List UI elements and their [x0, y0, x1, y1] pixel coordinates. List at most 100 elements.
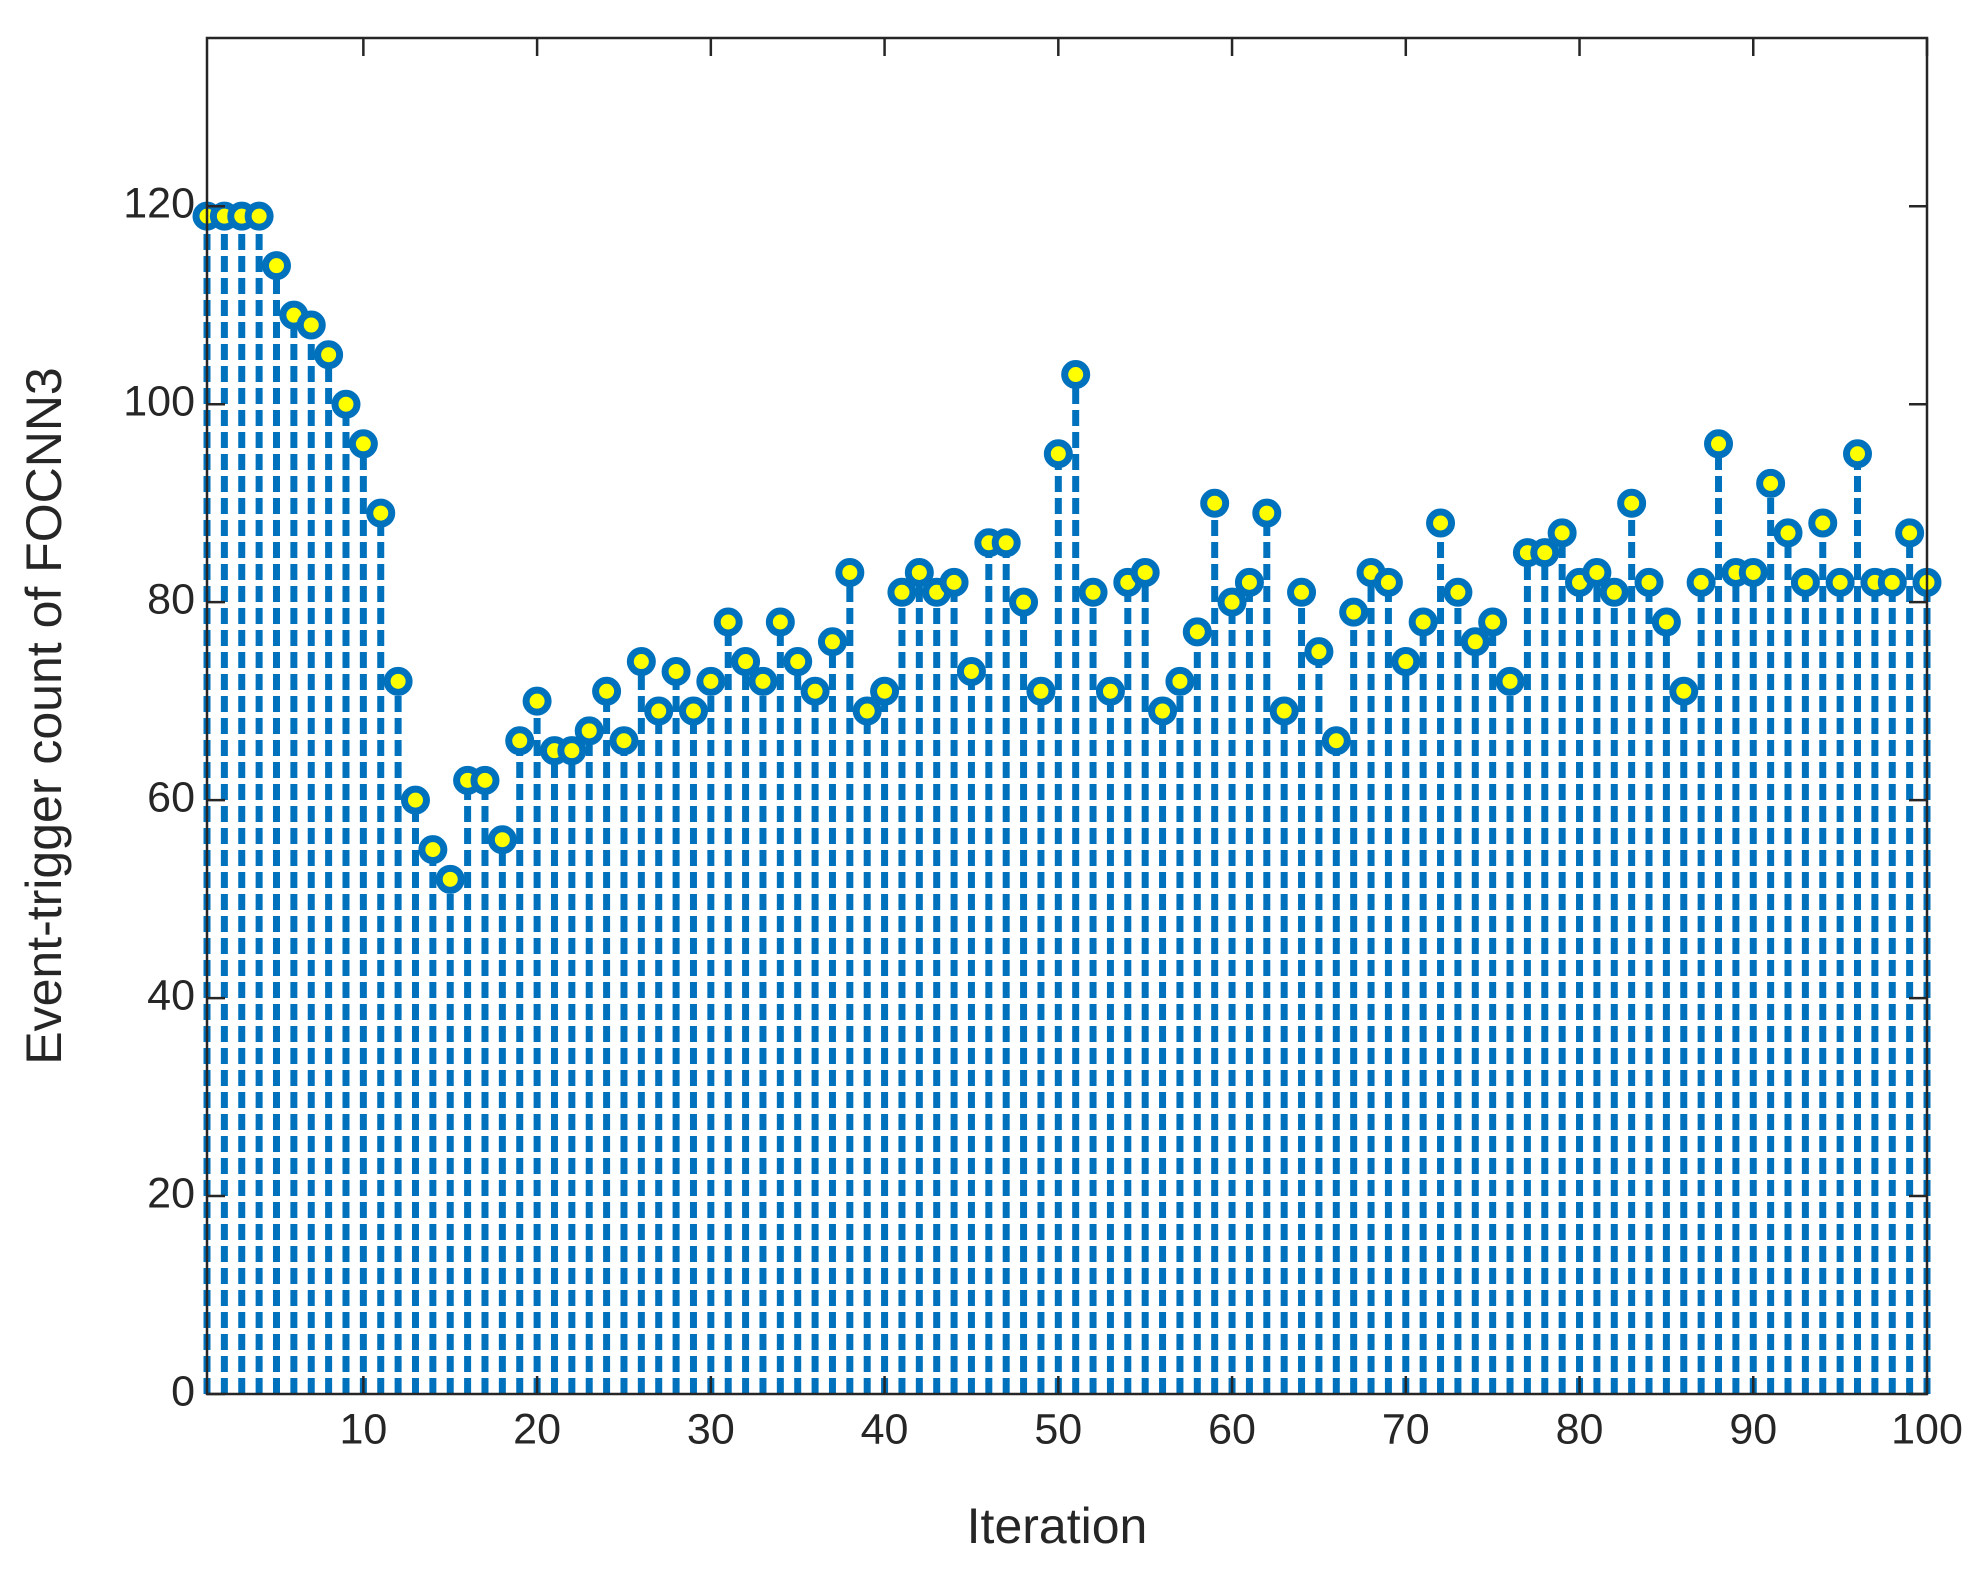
stem-marker	[1009, 587, 1039, 617]
stem-marker	[1373, 567, 1403, 597]
stem-marker	[626, 647, 656, 677]
plot-frame	[205, 36, 1929, 1396]
stem-marker	[1217, 587, 1247, 617]
stem-marker	[991, 528, 1021, 558]
stem-marker	[383, 666, 413, 696]
stem-marker	[1686, 567, 1716, 597]
stem-marker	[800, 676, 830, 706]
stem-marker	[956, 656, 986, 686]
y-tick-label: 20	[147, 1169, 195, 1217]
stem-marker	[1148, 696, 1178, 726]
stem-marker	[1669, 676, 1699, 706]
stem-marker	[1061, 360, 1091, 390]
stem-marker	[904, 557, 934, 587]
stem-marker	[522, 686, 552, 716]
stem-marker	[244, 201, 274, 231]
stem-marker	[470, 765, 500, 795]
stem-marker	[661, 656, 691, 686]
stem-marker	[696, 666, 726, 696]
stem-marker	[887, 577, 917, 607]
stem-marker	[1443, 577, 1473, 607]
stem-marker	[314, 340, 344, 370]
stem-marker	[592, 676, 622, 706]
stem-marker	[1738, 557, 1768, 587]
stem-marker	[817, 627, 847, 657]
stem-marker	[366, 498, 396, 528]
stem-marker	[1651, 607, 1681, 637]
stem-marker	[713, 607, 743, 637]
stem-marker	[1599, 577, 1629, 607]
stem-marker	[1339, 597, 1369, 627]
y-tick-label: 120	[123, 180, 195, 228]
stem-marker	[1200, 488, 1230, 518]
stem-marker	[1130, 557, 1160, 587]
stem-marker	[870, 676, 900, 706]
stem-marker	[1182, 617, 1212, 647]
x-tick-label: 50	[1034, 1405, 1082, 1453]
x-tick-label: 40	[861, 1405, 909, 1453]
stem-marker	[1825, 567, 1855, 597]
stem-marker	[1321, 726, 1351, 756]
stem-marker	[731, 647, 761, 677]
stem-marker	[1165, 666, 1195, 696]
x-tick-label: 60	[1208, 1405, 1256, 1453]
stem-marker	[487, 825, 517, 855]
stem-marker	[783, 647, 813, 677]
stem-marker	[1408, 607, 1438, 637]
stem-marker	[1234, 567, 1264, 597]
stem-marker	[296, 310, 326, 340]
stem-marker	[1530, 538, 1560, 568]
stem-marker	[1634, 567, 1664, 597]
x-tick-label: 90	[1729, 1405, 1777, 1453]
stem-marker	[609, 726, 639, 756]
stem-marker	[939, 567, 969, 597]
y-tick-label: 0	[171, 1367, 195, 1415]
stem-marker	[435, 864, 465, 894]
stem-marker	[1895, 518, 1925, 548]
y-axis-label: Event-trigger count of FOCNN3	[16, 367, 72, 1065]
x-tick-label: 30	[687, 1405, 735, 1453]
stem-marker	[1790, 567, 1820, 597]
stem-marker	[765, 607, 795, 637]
stem-marker	[574, 716, 604, 746]
y-tick-label: 60	[147, 773, 195, 821]
stem-marker	[1460, 627, 1490, 657]
stem-marker	[852, 696, 882, 726]
x-tick-label: 100	[1891, 1405, 1963, 1453]
stem-marker	[348, 429, 378, 459]
stem-marker	[1843, 439, 1873, 469]
stem-marker	[1704, 429, 1734, 459]
stem-marker	[400, 785, 430, 815]
stem-marker	[1582, 557, 1612, 587]
stem-marker	[1808, 508, 1838, 538]
x-tick-label: 10	[339, 1405, 387, 1453]
stem-marker	[1773, 518, 1803, 548]
y-tick-label: 40	[147, 971, 195, 1019]
y-tick-label: 80	[147, 576, 195, 624]
stem-marker	[557, 736, 587, 766]
x-tick-label: 70	[1382, 1405, 1430, 1453]
stem-marker	[1756, 468, 1786, 498]
stem-marker	[678, 696, 708, 726]
stem-marker	[1252, 498, 1282, 528]
stem-marker	[835, 557, 865, 587]
stem-marker	[418, 835, 448, 865]
x-tick-label: 80	[1556, 1405, 1604, 1453]
stem-marker	[748, 666, 778, 696]
stem-marker	[1043, 439, 1073, 469]
y-tick-label: 100	[123, 378, 195, 426]
stem-marker	[1426, 508, 1456, 538]
stem-marker	[644, 696, 674, 726]
stem-marker	[331, 389, 361, 419]
stem-marker	[1617, 488, 1647, 518]
stem-marker	[261, 251, 291, 281]
stem-marker	[1495, 666, 1525, 696]
x-tick-label: 20	[513, 1405, 561, 1453]
stem-marker	[1478, 607, 1508, 637]
stem-marker	[1095, 676, 1125, 706]
stem-marker	[505, 726, 535, 756]
stem-marker	[1287, 577, 1317, 607]
stem-marker	[1391, 647, 1421, 677]
stem-marker	[1078, 577, 1108, 607]
